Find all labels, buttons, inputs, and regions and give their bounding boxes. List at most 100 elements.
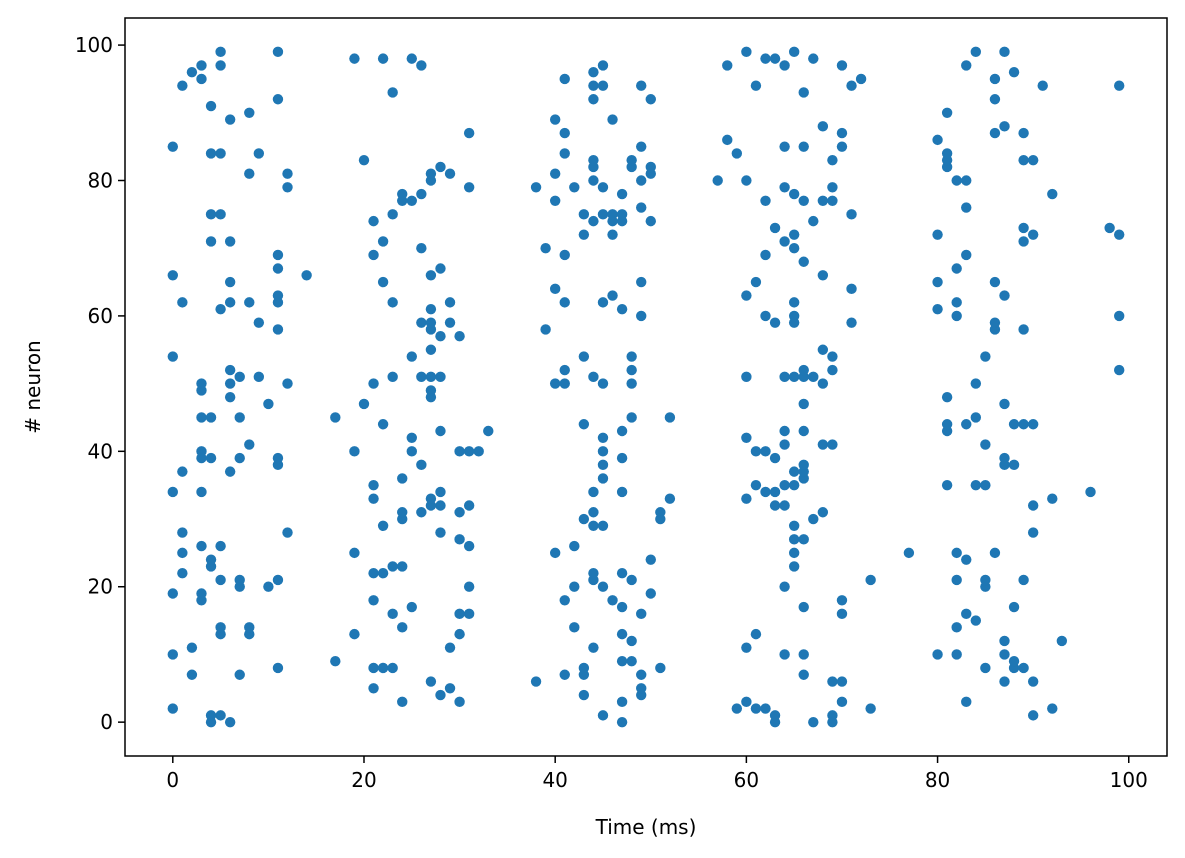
- data-point: [186, 642, 198, 653]
- data-point: [167, 703, 178, 714]
- data-point: [234, 412, 245, 423]
- data-point: [999, 452, 1010, 464]
- data-point: [387, 662, 398, 674]
- data-point: [798, 534, 809, 545]
- data-point: [827, 439, 838, 450]
- data-point: [1018, 419, 1029, 430]
- data-point: [865, 703, 876, 714]
- data-point: [798, 459, 809, 471]
- data-point: [616, 696, 628, 708]
- data-point: [846, 209, 857, 220]
- data-point: [741, 290, 752, 301]
- data-point: [1018, 324, 1029, 335]
- data-point: [377, 236, 389, 247]
- y-tick-label: 80: [88, 168, 113, 192]
- data-point: [961, 202, 972, 213]
- data-point: [769, 53, 781, 64]
- data-point: [817, 121, 829, 132]
- data-point: [798, 649, 809, 660]
- data-point: [549, 283, 561, 295]
- data-point: [177, 80, 188, 91]
- data-point: [578, 513, 590, 525]
- data-point: [941, 391, 953, 403]
- data-point: [961, 608, 972, 620]
- data-point: [626, 412, 637, 423]
- x-axis-ticks: 0 20 40 60 80 100: [166, 756, 1148, 792]
- data-point: [750, 703, 762, 714]
- data-point: [808, 513, 819, 525]
- data-point: [1085, 486, 1096, 498]
- y-axis-ticks: 0 20 40 60 80 100: [75, 33, 125, 734]
- plot-frame: [124, 17, 1168, 757]
- data-point: [196, 446, 207, 457]
- data-point: [282, 168, 293, 179]
- data-point: [1104, 222, 1115, 234]
- data-point: [769, 500, 781, 511]
- data-point: [1114, 229, 1125, 240]
- data-point: [836, 127, 848, 139]
- data-point: [932, 649, 943, 660]
- data-point: [444, 683, 456, 694]
- data-point: [349, 547, 360, 559]
- data-point: [760, 486, 771, 498]
- data-point: [961, 419, 972, 430]
- data-point: [387, 87, 398, 98]
- data-point: [559, 595, 570, 606]
- data-point: [272, 263, 284, 274]
- data-point: [1114, 364, 1125, 376]
- data-point: [244, 622, 255, 633]
- data-point: [1047, 493, 1058, 504]
- x-tick-label: 80: [925, 768, 950, 792]
- data-point: [980, 662, 991, 674]
- y-axis-label: # neuron: [21, 340, 45, 433]
- data-point: [454, 696, 465, 708]
- data-point: [234, 574, 245, 586]
- data-point: [578, 662, 590, 674]
- data-point: [368, 249, 379, 261]
- data-point: [454, 608, 465, 620]
- data-point: [1027, 154, 1039, 166]
- data-point: [1018, 574, 1029, 586]
- data-point: [741, 493, 752, 504]
- data-point: [626, 635, 637, 647]
- data-point: [932, 229, 943, 240]
- data-point: [817, 378, 829, 389]
- data-point: [817, 439, 829, 450]
- data-point: [941, 419, 953, 430]
- data-point: [645, 215, 656, 227]
- data-point: [196, 378, 207, 389]
- y-tick-label: 0: [100, 710, 113, 734]
- data-point: [741, 432, 752, 443]
- data-point: [196, 60, 207, 71]
- data-point: [215, 60, 226, 71]
- data-point: [741, 696, 752, 708]
- data-point: [224, 391, 236, 403]
- data-point: [970, 412, 982, 423]
- data-point: [435, 263, 446, 274]
- data-point: [597, 459, 609, 471]
- data-point: [406, 446, 417, 457]
- data-point: [282, 527, 293, 538]
- data-point: [224, 236, 236, 247]
- data-point: [607, 114, 618, 125]
- data-point: [616, 188, 628, 200]
- data-point: [616, 486, 628, 498]
- data-point: [836, 676, 848, 687]
- data-point: [454, 507, 465, 518]
- data-point: [788, 561, 800, 572]
- data-point: [788, 243, 800, 254]
- data-point: [788, 297, 800, 308]
- data-point: [406, 53, 417, 64]
- data-point: [607, 290, 618, 301]
- data-point: [779, 236, 790, 247]
- data-point: [798, 87, 809, 98]
- data-point: [177, 527, 188, 538]
- data-point: [186, 66, 198, 78]
- data-point: [253, 371, 265, 383]
- data-point: [607, 229, 618, 240]
- data-point: [951, 175, 962, 186]
- data-point: [416, 243, 427, 254]
- data-point: [272, 46, 284, 58]
- x-tick-label: 40: [542, 768, 567, 792]
